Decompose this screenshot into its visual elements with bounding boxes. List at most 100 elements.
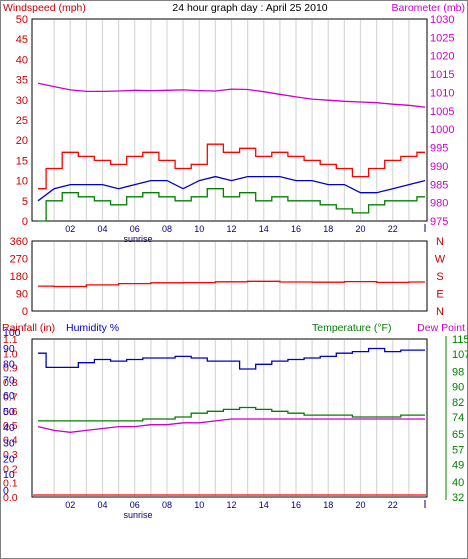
humidity-tick-label: 30 [3,438,15,450]
temp-x-tick-label: 20 [355,500,365,510]
rain-tick-label: 1.1 [3,334,18,346]
windspeed-axis-label: Windspeed (mph) [3,2,86,14]
barometer-right-tick-label: 1005 [430,106,454,118]
humidity-series-line [38,347,425,370]
barometer-axis-label: Barometer (mb) [391,2,465,14]
barometer-series-line [37,82,426,108]
humidity-tick-label: 60 [3,390,15,402]
rain-tick-label: 0.3 [3,449,18,461]
wind-x-tick-label: 12 [226,224,236,234]
temp-x-tick-label: 04 [97,500,107,510]
barometer-right-tick-label: 1010 [430,87,454,99]
temperature-right-tick-label: 74 [452,412,464,424]
chart-title: 24 hour graph day : April 25 2010 [172,2,327,14]
rain-tick-label: 1.0 [3,348,18,360]
wind-left-tick-label: 15 [16,155,28,167]
rain-tick-label: 0.5 [3,420,18,432]
rain-tick-label: 0.6 [3,406,18,418]
dew-point-series-line [37,418,425,433]
temperature-panel-frame [31,338,428,498]
temp-x-tick-label: 14 [259,500,269,510]
barometer-right-tick-label: 1030 [430,14,454,26]
rain-tick-label: 0.2 [3,463,18,475]
wind-x-tick-label: 08 [162,224,172,234]
compass-right-tick-label: N [436,236,444,248]
wind-left-tick-label: 45 [16,34,28,46]
wind-x-tick-label: 16 [291,224,301,234]
wind-x-tick-label: 10 [194,224,204,234]
wind-left-tick-label: 35 [16,75,28,87]
barometer-right-tick-label: 1025 [430,32,454,44]
temperature-right-tick-label: 107 [452,349,468,361]
barometer-right-tick-label: 995 [430,143,448,155]
compass-right-tick-label: S [436,271,443,283]
temp-x-tick-label: 12 [226,500,236,510]
temperature-right-tick-label: 98 [452,366,464,378]
rain-tick-label: 0.9 [3,363,18,375]
direction-left-tick-label: 270 [10,254,28,266]
humidity-tick-label: 50 [3,406,15,418]
wind-left-tick-label: 10 [16,176,28,188]
barometer-right-tick-label: 980 [430,198,448,210]
wind-left-tick-label: 20 [16,135,28,147]
wind-x-tick-label: 14 [259,224,269,234]
temperature-right-tick-label: 32 [452,492,464,504]
wind-left-tick-label: 50 [16,14,28,26]
direction-left-tick-label: 180 [10,271,28,283]
barometer-right-tick-label: 975 [430,216,448,228]
humidity-tick-label: 90 [3,343,15,355]
rain-tick-label: 0.0 [3,492,18,504]
wind-x-tick-label: 02 [65,224,75,234]
wind-panel-frame [31,18,428,222]
compass-right-tick-label: N [436,306,444,318]
direction-left-tick-label: 360 [10,236,28,248]
wind-x-tick-label: 04 [97,224,107,234]
temperature-series-line [38,406,425,422]
wind-speed-series-line [38,188,425,222]
direction-left-tick-label: 0 [22,306,28,318]
wind-left-tick-label: 5 [22,196,28,208]
wind-left-tick-label: 30 [16,95,28,107]
temperature-right-tick-label: 40 [452,477,464,489]
wind-x-tick-label: 20 [355,224,365,234]
temperature-right-tick-label: 57 [452,444,464,456]
wind-x-tick-label: 22 [388,224,398,234]
humidity-tick-label: 20 [3,453,15,465]
humidity-tick-label: 100 [3,327,21,339]
humidity-tick-label: 0 [3,485,9,497]
temperature-axis-label: Temperature (°F) [312,322,391,334]
temp-x-tick-label: 18 [323,500,333,510]
temperature-right-tick-label: 115 [452,334,468,346]
humidity-tick-label: 40 [3,422,15,434]
rain-tick-label: 0.1 [3,478,18,490]
rain-tick-label: 0.4 [3,435,18,447]
rain-tick-label: 0.8 [3,377,18,389]
temperature-right-tick-label: 82 [452,397,464,409]
wind-gust-series-line [38,143,425,190]
compass-right-tick-label: E [436,289,443,301]
temp-x-tick-label: 02 [65,500,75,510]
temperature-right-tick-label: 65 [452,429,464,441]
wind-left-tick-label: 0 [22,216,28,228]
dew-point-axis-label: Dew Point [417,322,465,334]
wind-x-tick-label: 06 [130,224,140,234]
humidity-tick-label: 80 [3,359,15,371]
wind-average-series-line [37,175,426,202]
wind-direction-series-line [38,280,425,288]
direction-left-tick-label: 90 [16,289,28,301]
humidity-tick-label: 10 [3,469,15,481]
temperature-right-tick-label: 90 [452,382,464,394]
barometer-right-tick-label: 985 [430,179,448,191]
barometer-right-tick-label: 990 [430,161,448,173]
temp-x-tick-label: 06 [130,500,140,510]
humidity-axis-label: Humidity % [66,322,119,334]
humidity-tick-label: 70 [3,374,15,386]
rain-tick-label: 0.7 [3,391,18,403]
temp-x-tick-label: 22 [388,500,398,510]
wind-left-tick-label: 25 [16,115,28,127]
temp-x-tick-label: 08 [162,500,172,510]
direction-panel-frame [31,240,428,312]
barometer-right-tick-label: 1000 [430,124,454,136]
